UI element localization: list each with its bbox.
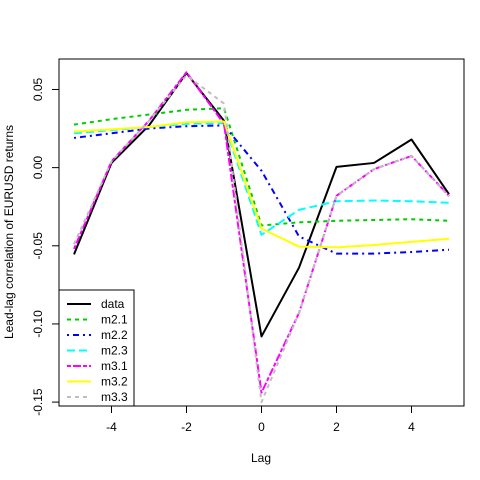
series-line-m2-2 — [73, 124, 450, 255]
legend-label: m2.3 — [101, 344, 128, 358]
series-line-m3-3 — [73, 74, 450, 404]
x-axis: -4 -2 0 2 4 — [106, 405, 415, 434]
legend: data m2.1m2.2 m2.3m3.1 m3.2m3.3 — [58, 289, 135, 407]
legend-label: data — [101, 297, 125, 311]
y-tick-label: -0.15 — [31, 388, 45, 416]
legend-label: m3.2 — [101, 375, 128, 389]
legend-label: m3.3 — [101, 390, 128, 404]
y-axis-title: Lead-lag correlation of EURUSD returns — [2, 125, 16, 339]
series-line-data — [73, 72, 450, 338]
y-tick-label: 0.05 — [31, 77, 45, 101]
legend-box — [58, 289, 135, 407]
y-axis: -0.15 -0.10 -0.05 0.00 0.05 — [31, 77, 60, 416]
x-tick-label: 4 — [408, 420, 415, 434]
x-tick-label: -2 — [181, 420, 192, 434]
series-line-m2-1 — [73, 107, 450, 227]
legend-label: m2.1 — [101, 313, 128, 327]
x-tick-label: 2 — [333, 420, 340, 434]
plot-area — [73, 71, 450, 404]
x-tick-label: -4 — [106, 420, 117, 434]
x-tick-label: 0 — [258, 420, 265, 434]
series-line-m3-2 — [73, 120, 450, 249]
y-tick-label: -0.10 — [31, 310, 45, 338]
legend-label: m3.1 — [101, 359, 128, 373]
x-axis-title: Lag — [251, 451, 271, 465]
series-line-m3-1 — [73, 71, 450, 394]
y-tick-label: -0.05 — [31, 232, 45, 260]
y-tick-label: 0.00 — [31, 156, 45, 180]
legend-label: m2.2 — [101, 328, 128, 342]
